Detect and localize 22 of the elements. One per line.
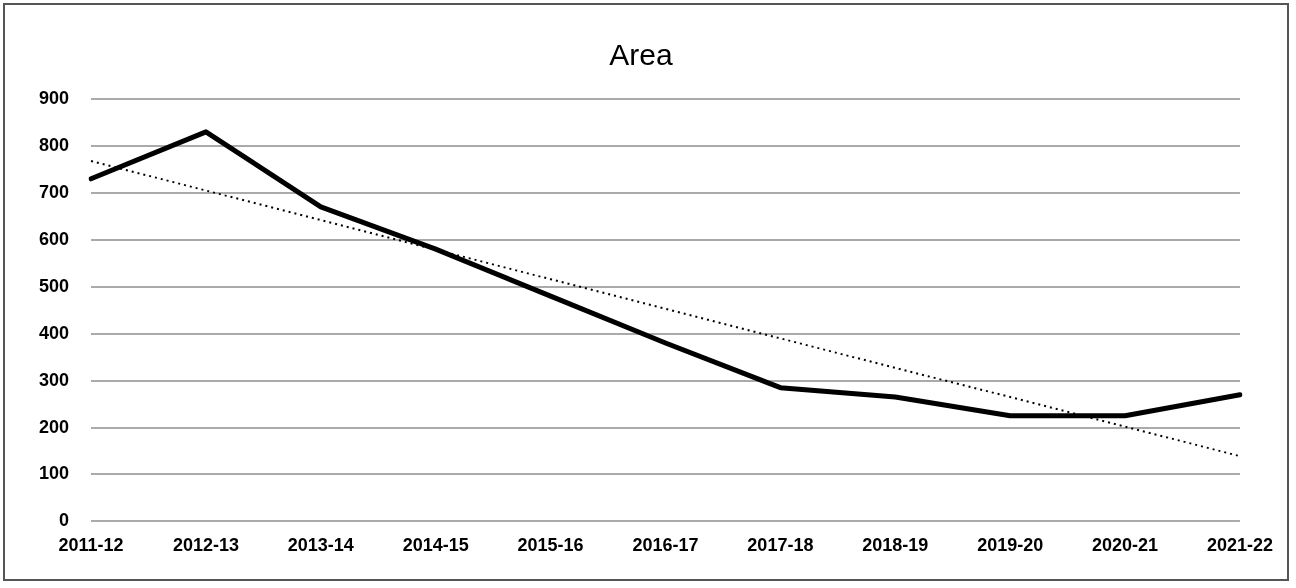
x-tick-label: 2021-22 <box>1206 535 1273 556</box>
x-tick-label: 2018-19 <box>862 535 929 556</box>
x-tick-label: 2011-12 <box>58 535 124 556</box>
y-tick-label: 0 <box>59 510 70 531</box>
y-tick-label: 300 <box>38 369 70 390</box>
y-tick-label: 100 <box>38 463 70 484</box>
y-tick-label: 700 <box>38 181 70 202</box>
x-tick-label: 2015-16 <box>517 535 584 556</box>
x-tick-label: 2013-14 <box>287 535 354 556</box>
y-tick-label: 200 <box>38 416 70 437</box>
x-tick-label: 2017-18 <box>747 535 814 556</box>
y-tick-label: 600 <box>38 228 70 249</box>
y-tick-label: 800 <box>38 134 70 155</box>
y-tick-label: 500 <box>38 275 70 296</box>
x-tick-label: 2014-15 <box>402 535 469 556</box>
chart-title: Area <box>609 38 673 72</box>
y-tick-label: 900 <box>38 87 70 108</box>
x-tick-label: 2016-17 <box>632 535 699 556</box>
y-tick-label: 400 <box>38 322 70 343</box>
x-tick-label: 2020-21 <box>1092 535 1159 556</box>
x-tick-label: 2012-13 <box>172 535 239 556</box>
x-tick-label: 2019-20 <box>977 535 1044 556</box>
